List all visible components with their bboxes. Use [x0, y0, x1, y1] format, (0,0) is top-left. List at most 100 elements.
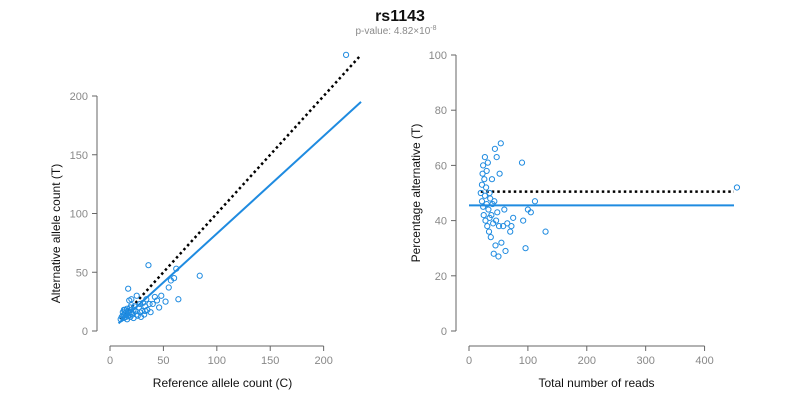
left-data-point [136, 300, 144, 308]
left-fit-line [117, 101, 362, 325]
right-data-point [488, 176, 496, 183]
right-x-tick-label: 0 [466, 355, 472, 367]
right-data-point [504, 220, 511, 227]
left-y-axis-label: Alternative allele count (T) [49, 164, 63, 303]
left-y-tick-label: 100 [70, 209, 88, 221]
right-data-point [491, 198, 498, 205]
right-data-point [527, 209, 534, 216]
left-data-point [196, 272, 203, 279]
left-y-tick-label: 50 [76, 267, 88, 279]
left-x-tick-label: 100 [208, 355, 226, 367]
left-data-point [142, 307, 149, 315]
left-points [117, 51, 350, 323]
right-data-point [494, 209, 501, 216]
right-panel: 0 100 200 300 400 Total number of reads 0 20 40 6… [409, 50, 741, 390]
left-data-point [123, 316, 131, 323]
subtitle-prefix: p-value: 4.82×10 [355, 26, 430, 37]
right-data-point [491, 145, 499, 152]
left-y-axis: 0 50 100 150 200 Alternative allele count (T) [49, 91, 98, 338]
right-points [477, 140, 741, 260]
left-x-tick-label: 150 [261, 355, 279, 367]
right-data-point [508, 223, 515, 230]
right-data-point [487, 195, 494, 202]
right-data-point [502, 247, 509, 255]
right-y-axis: 0 20 40 60 80 100 Percentage alternative (T) [409, 50, 457, 338]
right-data-point [495, 253, 502, 260]
left-data-point [165, 284, 172, 291]
right-data-point [498, 239, 505, 246]
right-x-tick-label: 200 [578, 355, 596, 367]
right-data-point [483, 167, 490, 175]
left-data-point [342, 51, 350, 58]
right-x-tick-label: 100 [519, 355, 537, 367]
right-data-point [478, 181, 486, 188]
left-panel: 0 50 100 150 200 Reference allele count (C) 0 5… [49, 51, 362, 390]
right-data-point [480, 162, 487, 169]
right-y-axis-label: Percentage alternative (T) [409, 124, 423, 263]
right-data-point [483, 200, 490, 208]
right-x-tick-label: 400 [695, 355, 713, 367]
right-data-point [733, 184, 741, 191]
right-x-tick-label: 300 [636, 355, 654, 367]
right-data-point [485, 206, 492, 213]
left-data-point [137, 313, 145, 320]
right-y-tick-label: 20 [435, 271, 447, 283]
right-data-point [510, 214, 517, 221]
left-data-point [170, 275, 178, 282]
right-data-point [481, 192, 488, 199]
right-data-point [482, 217, 489, 224]
right-data-point [485, 228, 493, 235]
right-data-point [518, 159, 526, 166]
right-x-axis-label: Total number of reads [538, 376, 654, 390]
right-y-tick-label: 80 [435, 105, 447, 117]
left-data-point [175, 296, 182, 303]
right-data-point [492, 217, 500, 224]
left-x-tick-label: 200 [314, 355, 332, 367]
left-data-point [145, 262, 152, 269]
right-data-point [495, 223, 503, 230]
right-data-point [496, 170, 503, 177]
left-data-point [125, 285, 132, 292]
right-data-point [477, 189, 484, 197]
left-data-point [158, 292, 165, 299]
left-y-tick-label: 150 [70, 150, 88, 162]
right-x-axis: 0 100 200 300 400 Total number of reads [466, 345, 714, 390]
right-data-point [478, 198, 486, 205]
left-data-point [156, 304, 163, 311]
left-data-point [128, 302, 135, 309]
right-data-point [486, 189, 493, 197]
right-data-point [493, 154, 500, 161]
right-data-point [501, 206, 508, 213]
left-data-point [153, 297, 161, 304]
right-data-point [482, 184, 490, 191]
left-x-tick-label: 50 [157, 355, 169, 367]
left-data-point [149, 300, 156, 308]
right-data-point [520, 217, 527, 224]
right-data-point [481, 154, 488, 161]
chart-subtitle: p-value: 4.82×10-8 [355, 25, 436, 37]
left-data-point [143, 296, 150, 303]
left-data-point [133, 292, 140, 299]
right-data-point [480, 211, 487, 219]
left-x-axis-label: Reference allele count (C) [153, 376, 292, 390]
left-data-point [120, 306, 127, 313]
left-y-tick-label: 200 [70, 91, 88, 103]
right-data-point [492, 242, 499, 249]
right-data-point [484, 159, 491, 166]
right-data-point [522, 245, 529, 252]
right-data-point [484, 223, 491, 230]
right-y-tick-label: 100 [429, 50, 447, 62]
left-data-point [128, 296, 135, 303]
right-data-point [500, 223, 507, 230]
right-data-point [507, 228, 514, 235]
right-data-point [490, 250, 497, 257]
right-y-tick-label: 40 [435, 216, 447, 228]
right-data-point [488, 211, 495, 219]
right-data-point [481, 176, 488, 183]
subtitle-exponent: -8 [430, 25, 436, 32]
left-y-tick-label: 0 [82, 326, 88, 338]
right-data-point [531, 198, 539, 205]
left-data-point [146, 300, 153, 308]
left-data-point [162, 298, 169, 305]
